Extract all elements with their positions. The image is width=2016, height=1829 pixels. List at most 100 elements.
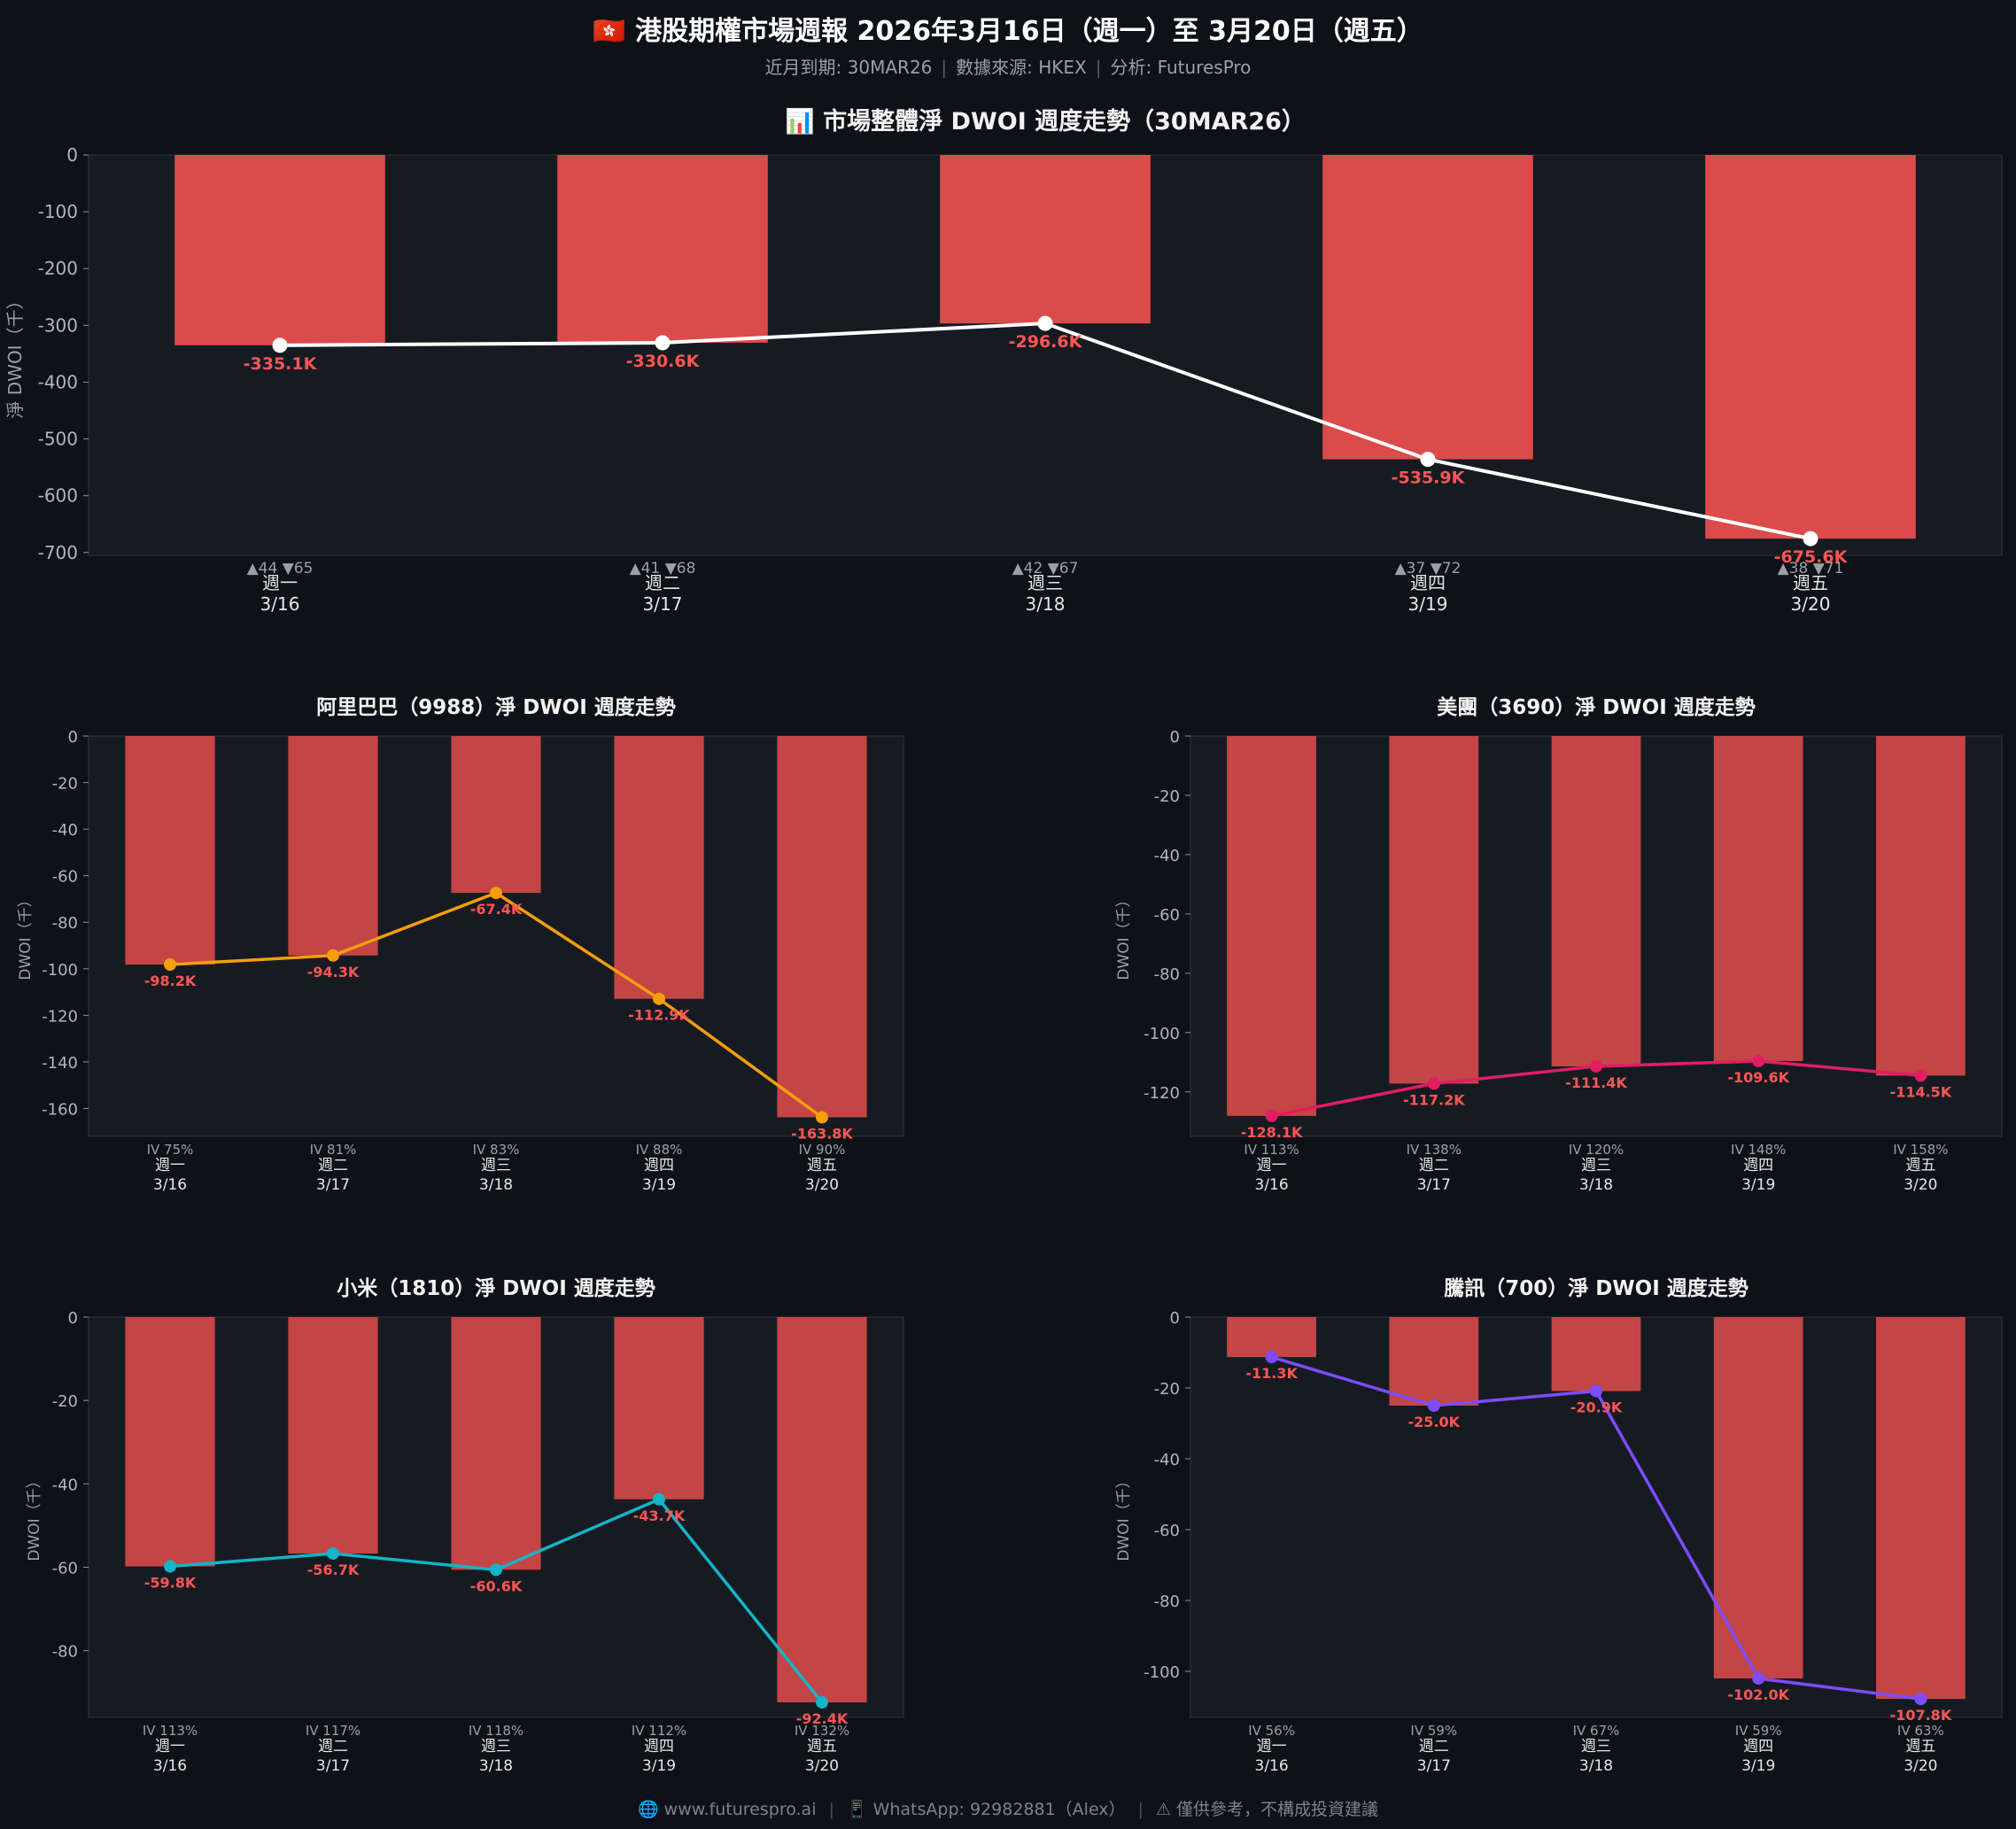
bar-週四 (1713, 736, 1803, 1061)
footer: 🌐 www.futurespro.ai | 📱 WhatsApp: 92982881… (637, 1800, 1379, 1819)
y-tick-label: -100 (1144, 1663, 1180, 1682)
value-label: -92.4K (796, 1710, 849, 1727)
website-link[interactable]: 🌐 www.futurespro.ai (637, 1800, 817, 1819)
y-tick-label: 0 (66, 144, 78, 166)
data-point (1752, 1672, 1765, 1685)
bar-週一 (1227, 1317, 1316, 1358)
x-tick-date: 3/19 (642, 1176, 676, 1194)
y-tick-label: -400 (38, 371, 78, 392)
whatsapp-contact[interactable]: 📱 WhatsApp: 92982881（Alex） (846, 1800, 1126, 1819)
data-point (1427, 1077, 1440, 1090)
bar-週四 (614, 736, 704, 999)
x-tick-label: 週二 (1419, 1738, 1449, 1755)
value-label: -163.8K (791, 1125, 853, 1142)
x-tick-label: 週一 (262, 572, 298, 593)
x-tick-date: 3/16 (153, 1757, 187, 1775)
value-label: -535.9K (1392, 469, 1466, 488)
y-tick-label: -160 (42, 1100, 78, 1119)
y-axis-label: DWOI（千） (17, 892, 35, 980)
bar-週一 (1227, 736, 1316, 1116)
market-dwoi-chart: 📊 市場整體淨 DWOI 週度走勢（30MAR26） 0 -100 -200 -300 -… (4, 107, 2003, 615)
y-tick-label: -40 (52, 1476, 78, 1494)
page-title: 🇭🇰 港股期權市場週報 2026年3月16日（週一）至 3月20日（週五） (593, 16, 1423, 47)
iv-label: IV 75% (147, 1142, 194, 1158)
bar-週二 (288, 1317, 378, 1554)
y-tick-label: -600 (38, 485, 78, 507)
iv-label: IV 120% (1569, 1142, 1624, 1158)
data-point (490, 1563, 502, 1577)
y-tick-label: -100 (1144, 1025, 1180, 1043)
x-tick-label: 週四 (1743, 1157, 1773, 1174)
value-label: -107.8K (1890, 1707, 1952, 1724)
x-tick-date: 3/18 (479, 1176, 513, 1194)
iv-label: IV 118% (469, 1723, 523, 1739)
y-tick-label: -20 (52, 1392, 78, 1411)
y-tick-label: -60 (1154, 906, 1180, 925)
x-tick-date: 3/18 (1579, 1176, 1613, 1194)
value-label: -11.3K (1245, 1365, 1298, 1382)
x-tick-date: 3/20 (1904, 1176, 1937, 1194)
iv-label: IV 59% (1735, 1723, 1782, 1739)
x-tick-date: 3/16 (1255, 1757, 1289, 1775)
value-label: -111.4K (1565, 1074, 1627, 1091)
y-tick-label: -200 (38, 258, 78, 279)
x-tick-label: 週一 (1257, 1157, 1287, 1174)
x-tick-label: 週一 (155, 1738, 185, 1755)
x-tick-date: 3/19 (1741, 1757, 1775, 1775)
up-down-count: ▲44 ▼65 (247, 560, 314, 577)
value-label: -25.0K (1408, 1414, 1461, 1430)
bar-週四 (1322, 155, 1533, 460)
iv-label: IV 112% (632, 1723, 686, 1739)
y-tick-label: -80 (1154, 965, 1180, 984)
value-label: -94.3K (307, 964, 360, 980)
x-tick-date: 3/16 (153, 1176, 187, 1194)
iv-label: IV 132% (795, 1723, 849, 1739)
value-label: -335.1K (244, 354, 318, 374)
bar-週四 (1713, 1317, 1803, 1678)
value-label: -20.9K (1570, 1399, 1623, 1416)
bar-週三 (940, 155, 1151, 324)
data-point (1590, 1384, 1602, 1398)
bar-週四 (614, 1317, 704, 1500)
x-tick-date: 3/20 (1904, 1757, 1937, 1775)
bar-週二 (1389, 1317, 1479, 1406)
data-point (272, 337, 288, 353)
bar-週三 (451, 736, 541, 894)
chart-title: 騰訊（700）淨 DWOI 週度走勢 (1444, 1276, 1748, 1300)
value-label: -675.6K (1774, 547, 1849, 567)
y-axis-label: DWOI（千） (1115, 892, 1133, 980)
x-tick-date: 3/17 (316, 1757, 350, 1775)
value-label: -112.9K (628, 1007, 690, 1024)
iv-label: IV 59% (1410, 1723, 1457, 1739)
iv-label: IV 90% (799, 1142, 846, 1158)
y-tick-label: 0 (1170, 728, 1180, 747)
analysis-label: 分析: FuturesPro (1110, 57, 1252, 78)
value-label: -109.6K (1727, 1069, 1789, 1086)
data-point (1914, 1069, 1927, 1082)
y-tick-label: -500 (38, 429, 78, 450)
iv-label: IV 83% (473, 1142, 520, 1158)
y-tick-label: -60 (52, 1560, 78, 1578)
x-tick-date: 3/20 (805, 1757, 839, 1775)
y-tick-label: -40 (52, 821, 78, 840)
bar-週一 (125, 736, 215, 965)
y-tick-label: -80 (52, 1643, 78, 1662)
y-tick-label: -40 (1154, 847, 1180, 865)
tencent-dwoi-chart: 騰訊（700）淨 DWOI 週度走勢 0 -20 -40 -60 -80 -100 DWOI（… (1115, 1276, 2003, 1775)
source-label: 數據來源: HKEX (956, 57, 1087, 78)
data-point (1803, 531, 1818, 546)
x-tick-date: 3/16 (260, 593, 300, 615)
chart-title: 📊 市場整體淨 DWOI 週度走勢（30MAR26） (785, 107, 1306, 136)
chart-title: 小米（1810）淨 DWOI 週度走勢 (337, 1276, 655, 1300)
bar-週一 (174, 155, 385, 345)
bar-週一 (125, 1317, 215, 1567)
y-tick-label: 0 (68, 1309, 78, 1328)
x-tick-date: 3/17 (1417, 1757, 1451, 1775)
y-tick-label: -120 (1144, 1084, 1180, 1103)
chart-title: 阿里巴巴（9988）淨 DWOI 週度走勢 (316, 695, 676, 719)
up-down-count: ▲42 ▼67 (1012, 560, 1079, 577)
value-label: -67.4K (470, 901, 523, 918)
iv-label: IV 67% (1573, 1723, 1620, 1739)
y-tick-label: -60 (52, 868, 78, 887)
value-label: -60.6K (470, 1577, 523, 1594)
